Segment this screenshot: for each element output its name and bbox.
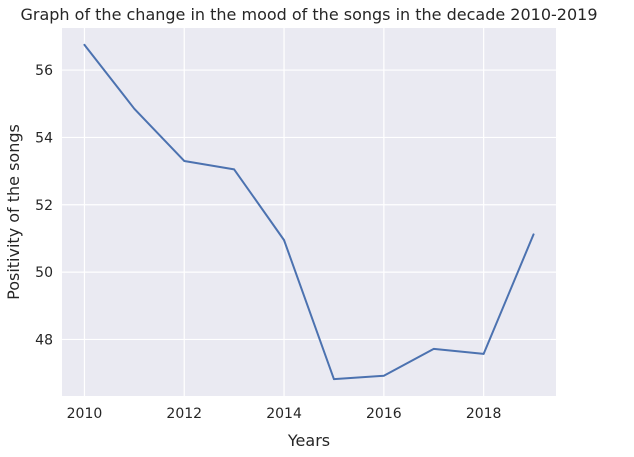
- plot-area: [62, 28, 556, 396]
- data-point: [183, 160, 186, 162]
- series-layer: [83, 43, 535, 381]
- data-point: [333, 378, 335, 380]
- data-point: [133, 108, 136, 110]
- x-tick-label: 2014: [266, 406, 302, 422]
- data-point: [83, 44, 86, 46]
- x-tick-label: 2010: [67, 406, 103, 422]
- grid-lines: [62, 28, 556, 396]
- x-tick-label: 2018: [466, 406, 502, 422]
- data-point: [283, 239, 285, 241]
- data-point: [233, 168, 235, 171]
- y-axis-label: Positivity of the songs: [4, 124, 23, 300]
- data-point: [482, 353, 485, 355]
- data-point: [432, 348, 435, 350]
- series-line: [83, 43, 535, 381]
- x-tick-label: 2012: [166, 406, 202, 422]
- y-tick-label: 56: [35, 63, 53, 79]
- y-tick-label: 52: [35, 198, 53, 214]
- data-point: [383, 374, 385, 377]
- y-tick-label: 50: [35, 265, 53, 281]
- tick-labels: 2010 2012 2014 2016 2018 48 50 52 54 56: [35, 63, 501, 422]
- y-tick-label: 48: [35, 332, 53, 348]
- chart-title: Graph of the change in the mood of the s…: [20, 5, 597, 24]
- data-point: [532, 233, 535, 236]
- x-axis-label: Years: [287, 431, 330, 450]
- x-tick-label: 2016: [366, 406, 402, 422]
- y-tick-label: 54: [35, 130, 53, 146]
